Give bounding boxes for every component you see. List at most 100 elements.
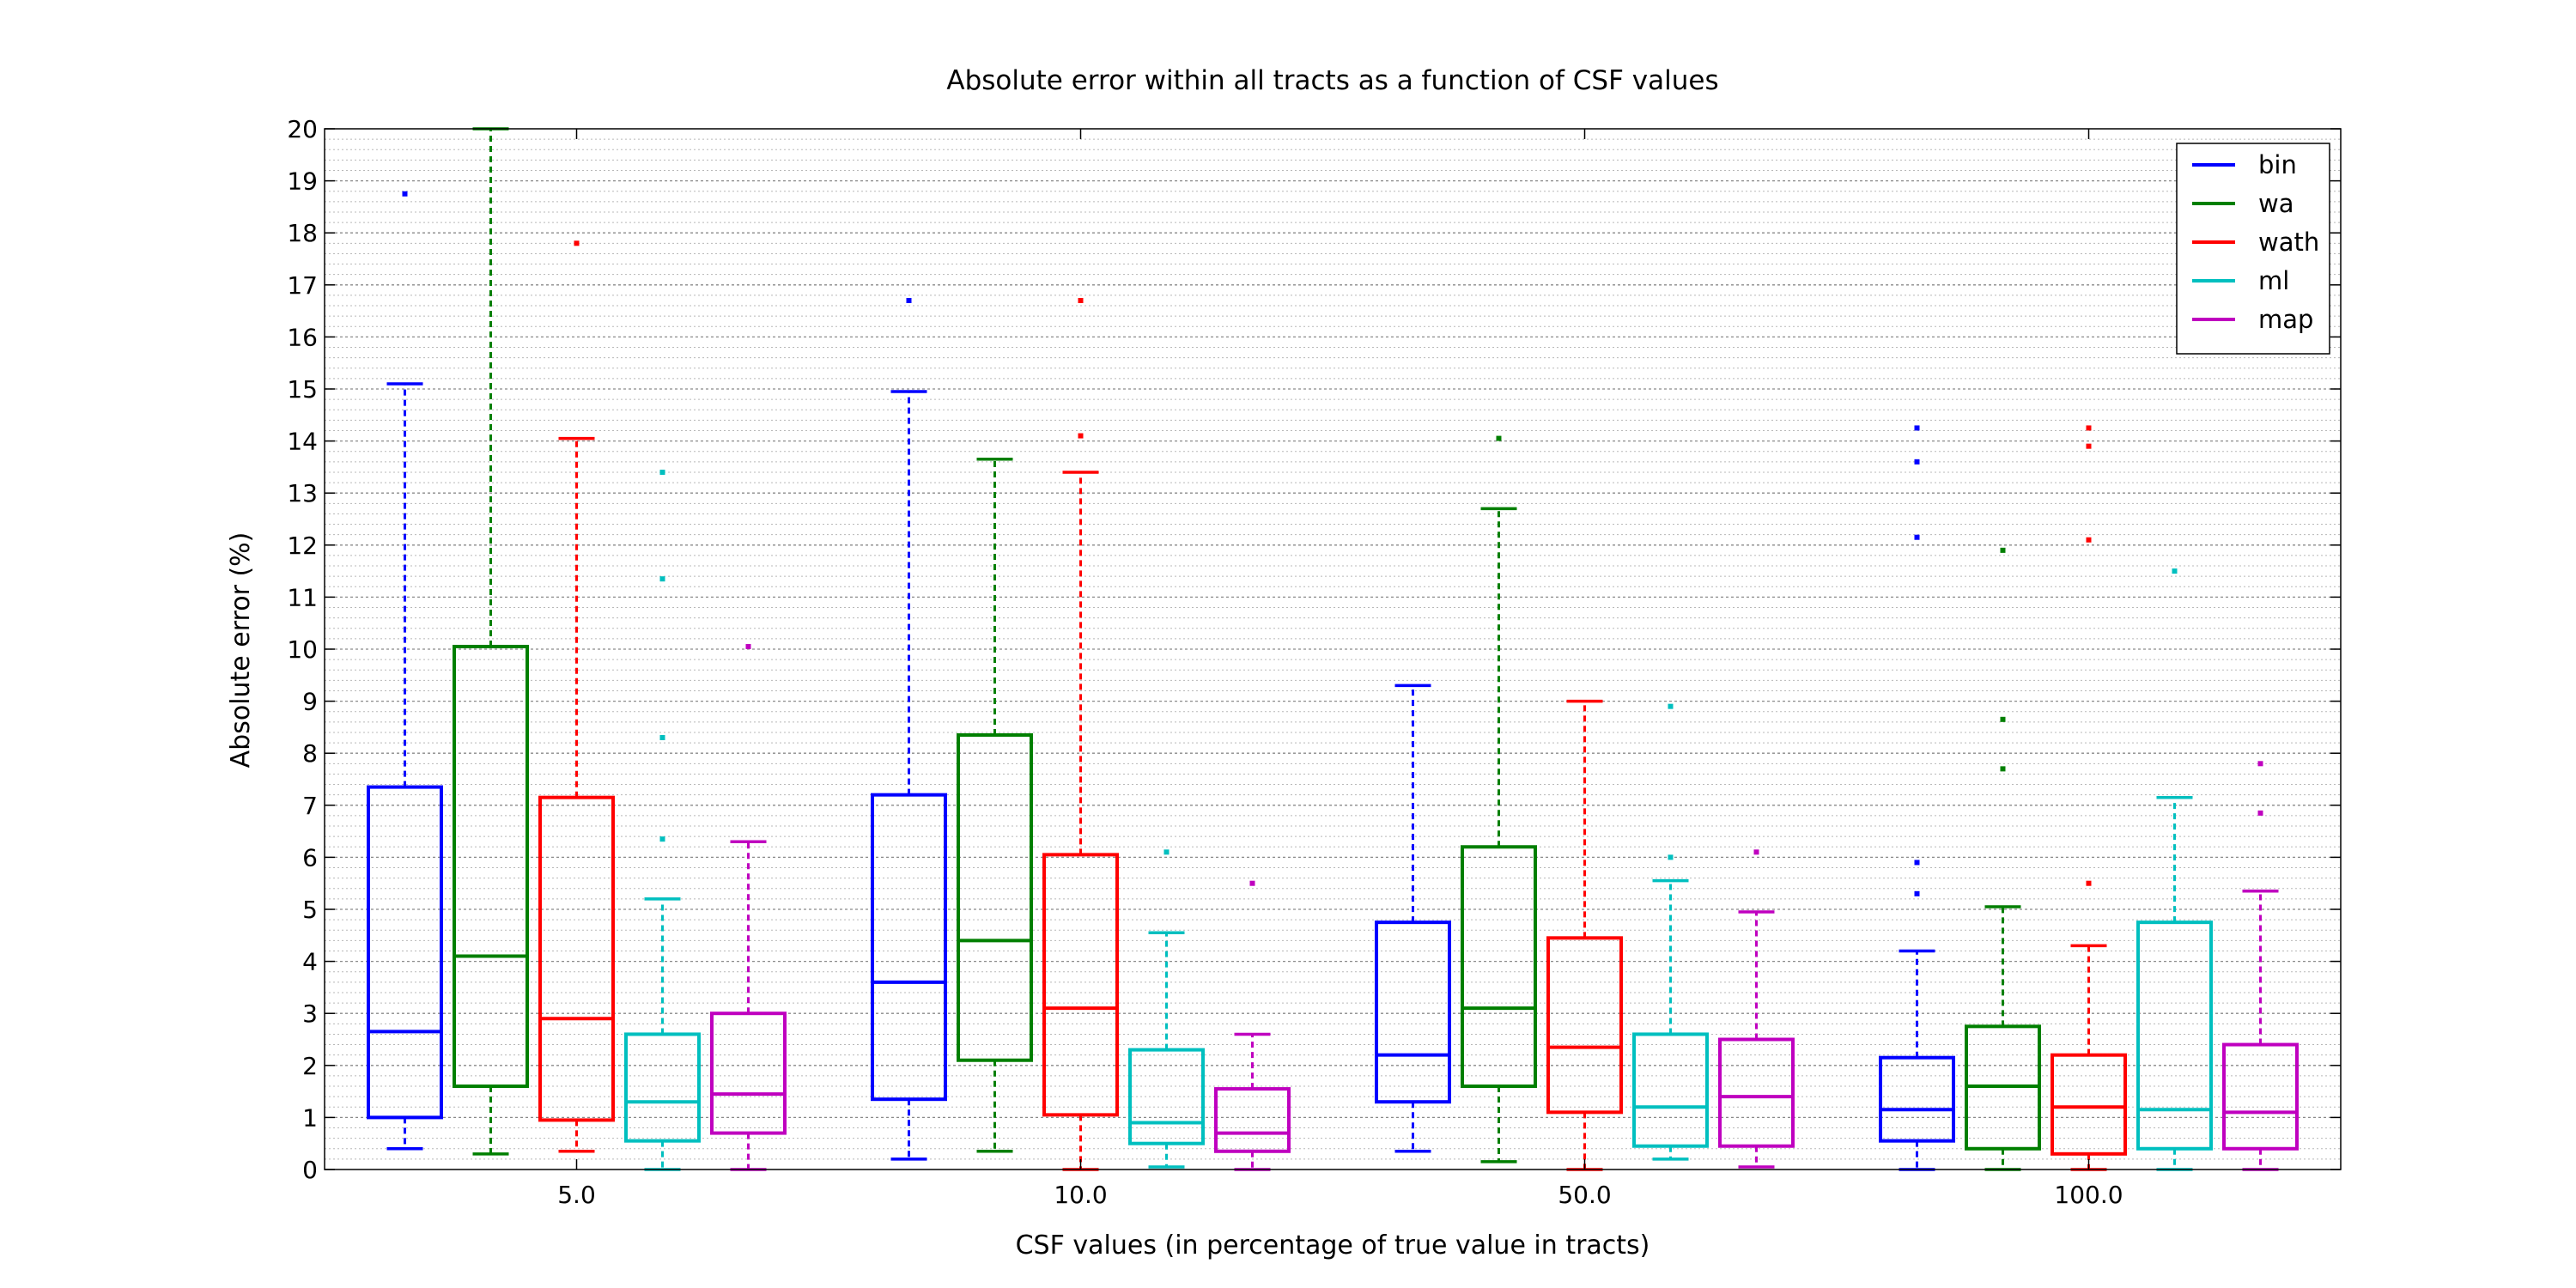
box-wa-50.0	[1461, 435, 1537, 1163]
box-bin-10.0	[871, 297, 947, 1161]
box-iqr	[1879, 1055, 1955, 1143]
grid-lines	[325, 138, 2341, 1160]
outlier-point	[2086, 537, 2092, 543]
box-bin-5.0	[367, 191, 443, 1151]
outlier-point	[1078, 433, 1084, 439]
y-tick-label: 12	[287, 532, 318, 560]
box-iqr	[1128, 1048, 1205, 1145]
box-map-100.0	[2222, 761, 2299, 1171]
box-wa-5.0	[453, 127, 529, 1156]
x-tick-label: 10.0	[1054, 1181, 1107, 1209]
y-tick-label: 20	[287, 115, 318, 143]
x-tick-label: 50.0	[1558, 1181, 1611, 1209]
outlier-point	[745, 643, 751, 649]
y-tick-label: 15	[287, 375, 318, 404]
y-tick-label: 4	[302, 948, 318, 976]
box-iqr	[1375, 920, 1451, 1104]
box-wath-5.0	[538, 240, 615, 1153]
box-iqr	[2136, 920, 2213, 1151]
box-iqr	[2050, 1053, 2127, 1156]
box-wath-100.0	[2050, 425, 2127, 1171]
outlier-point	[2172, 568, 2178, 574]
y-tick-label: 2	[302, 1052, 318, 1080]
box-iqr	[1042, 853, 1119, 1117]
legend-label-ml: ml	[2258, 266, 2289, 295]
box-iqr	[1632, 1032, 1709, 1148]
y-tick-label: 13	[287, 479, 318, 507]
y-tick-label: 1	[302, 1103, 318, 1132]
box-map-10.0	[1214, 880, 1291, 1171]
y-tick-label: 6	[302, 843, 318, 872]
legend-label-wa: wa	[2258, 189, 2294, 218]
box-wath-50.0	[1546, 699, 1623, 1171]
x-axis-ticks: 5.0 10.0 50.0 100.0	[557, 129, 2123, 1209]
outlier-point	[2086, 443, 2092, 449]
outlier-point	[2086, 425, 2092, 431]
outlier-point	[1914, 534, 1920, 540]
box-wa-10.0	[957, 458, 1033, 1153]
box-iqr	[1546, 936, 1623, 1115]
y-tick-label: 10	[287, 635, 318, 664]
box-iqr	[871, 793, 947, 1102]
box-map-50.0	[1718, 849, 1795, 1169]
box-iqr	[624, 1032, 701, 1143]
box-iqr	[710, 1012, 787, 1135]
outlier-point	[1668, 854, 1674, 860]
box-map-5.0	[710, 643, 787, 1171]
y-tick-label: 17	[287, 271, 318, 300]
y-tick-label: 3	[302, 999, 318, 1028]
outlier-point	[2000, 547, 2006, 553]
y-tick-label: 7	[302, 792, 318, 820]
x-axis-label: CSF values (in percentage of true value …	[1016, 1230, 1650, 1261]
box-ml-50.0	[1632, 703, 1709, 1161]
x-tick-label: 100.0	[2054, 1181, 2123, 1209]
plot-frame	[324, 128, 2342, 1170]
outlier-point	[659, 836, 665, 842]
outlier-point	[659, 469, 665, 475]
outlier-point	[1163, 849, 1170, 855]
outlier-point	[402, 191, 408, 197]
box-iqr	[367, 785, 443, 1120]
outlier-point	[2086, 880, 2092, 886]
y-tick-label: 9	[302, 688, 318, 716]
plot-area	[367, 127, 2299, 1171]
outlier-point	[1668, 703, 1674, 709]
y-tick-label: 11	[287, 583, 318, 611]
y-axis-label: Absolute error (%)	[226, 532, 256, 769]
outlier-point	[1249, 880, 1255, 886]
legend-label-bin: bin	[2258, 150, 2297, 179]
outlier-point	[1496, 435, 1502, 441]
outlier-point	[659, 735, 665, 741]
y-tick-label: 18	[287, 219, 318, 247]
y-tick-label: 8	[302, 739, 318, 768]
box-wath-10.0	[1042, 297, 1119, 1171]
y-tick-label: 5	[302, 896, 318, 924]
box-iqr	[1718, 1037, 1795, 1148]
outlier-point	[574, 240, 580, 246]
outlier-point	[906, 297, 912, 303]
outlier-point	[1914, 459, 1920, 465]
outlier-point	[2257, 810, 2263, 816]
y-tick-label: 0	[302, 1156, 318, 1184]
box-iqr	[1461, 845, 1537, 1089]
legend: bin wa wath ml map	[2176, 143, 2330, 355]
outlier-point	[1914, 890, 1920, 896]
outlier-point	[2257, 761, 2263, 767]
outlier-point	[1914, 425, 1920, 431]
outlier-point	[2000, 766, 2006, 772]
box-bin-100.0	[1879, 425, 1955, 1171]
box-ml-10.0	[1128, 849, 1205, 1169]
y-tick-label: 19	[287, 167, 318, 196]
box-ml-100.0	[2136, 568, 2213, 1171]
y-tick-label: 14	[287, 428, 318, 456]
outlier-point	[2000, 716, 2006, 722]
y-tick-label: 16	[287, 323, 318, 351]
box-iqr	[2222, 1042, 2299, 1151]
box-wa-100.0	[1965, 547, 2041, 1171]
outlier-point	[659, 576, 665, 582]
box-iqr	[1214, 1087, 1291, 1153]
chart-title: Absolute error within all tracts as a fu…	[946, 65, 1718, 96]
box-iqr	[957, 732, 1033, 1062]
x-tick-label: 5.0	[557, 1181, 596, 1209]
